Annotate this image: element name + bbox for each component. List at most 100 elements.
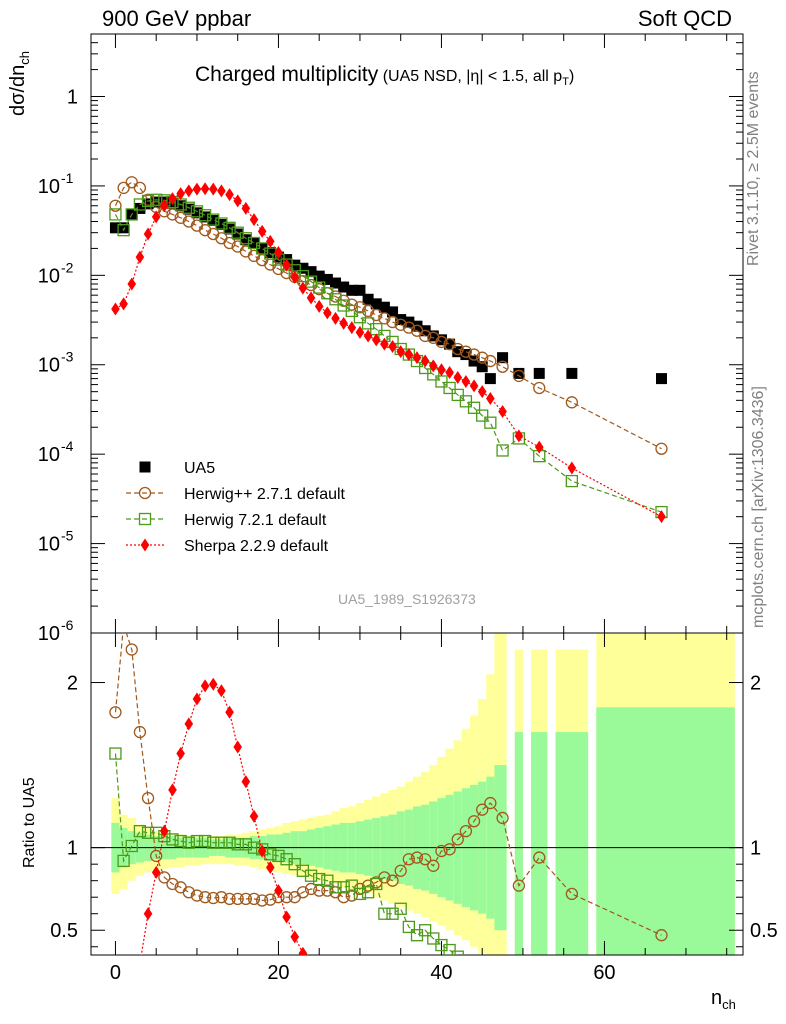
point-herwig-2-7-1-default (418, 329, 432, 343)
point-ua5 (232, 228, 244, 240)
point-sherpa-2-2-9-default (274, 246, 283, 260)
series-line-sherpa-2-2-9-default (115, 188, 662, 518)
point-ua5 (460, 349, 472, 361)
ratio-point-sherpa-2-2-9-default (241, 775, 251, 789)
y-tick-exponent: -6 (61, 617, 74, 633)
ratio-point-herwig-2-7-1-default (459, 825, 473, 838)
point-sherpa-2-2-9-default (217, 184, 226, 198)
ratio-point-herwig-2-7-1-default (215, 891, 228, 904)
point-sherpa-2-2-9-default (445, 365, 454, 379)
point-ua5 (378, 301, 390, 313)
legend-label-herwig-2-7-1-default: Herwig++ 2.7.1 default (184, 486, 346, 503)
ratio-point-herwig-2-7-1-default (533, 851, 546, 864)
point-sherpa-2-2-9-default (143, 227, 153, 241)
ratio-tick-label: 2 (67, 673, 78, 695)
chart-title: Charged multiplicity (UA5 NSD, |η| < 1.5… (195, 64, 574, 88)
point-herwig-7-2-1-default (125, 208, 138, 221)
point-sherpa-2-2-9-default (363, 329, 373, 343)
point-herwig-7-2-1-default (443, 381, 456, 395)
point-herwig-7-2-1-default (190, 205, 204, 218)
point-herwig-2-7-1-default (353, 301, 367, 314)
legend-marker-herwig-7-2-1-default (138, 512, 152, 526)
point-herwig-2-7-1-default (378, 312, 391, 325)
point-ua5 (264, 247, 276, 259)
ratio-point-sherpa-2-2-9-default (274, 884, 283, 898)
ratio-point-herwig-2-7-1-default (207, 891, 220, 905)
ratio-point-sherpa-2-2-9-default (208, 677, 218, 691)
point-ua5 (330, 277, 341, 289)
point-herwig-2-7-1-default (565, 396, 578, 409)
ratio-point-herwig-2-7-1-default (239, 892, 253, 906)
ratio-point-herwig-7-2-1-default (117, 854, 130, 868)
point-ua5 (387, 306, 399, 318)
ratio-point-herwig-2-7-1-default (467, 815, 481, 828)
ratio-point-herwig-7-2-1-default (239, 838, 253, 851)
point-herwig-7-2-1-default (150, 193, 163, 206)
y-tick-label: 10 (38, 176, 60, 198)
point-sherpa-2-2-9-default (355, 325, 365, 339)
point-ua5 (338, 281, 350, 293)
point-ua5 (109, 222, 121, 234)
ratio-point-herwig-2-7-1-default (337, 891, 350, 904)
ratio-point-herwig-7-2-1-default (321, 874, 334, 887)
point-herwig-7-2-1-default (496, 444, 509, 457)
ratio-point-herwig-2-7-1-default (125, 643, 138, 656)
point-sherpa-2-2-9-default (184, 184, 194, 198)
ratio-point-herwig-7-2-1-default (141, 826, 155, 839)
ratio-point-herwig-2-7-1-default (264, 893, 277, 906)
point-ua5 (224, 223, 236, 235)
ratio-point-herwig-2-7-1-default (418, 853, 432, 866)
point-ua5 (566, 367, 578, 379)
point-ua5 (313, 270, 325, 282)
point-ua5 (256, 242, 268, 254)
y-tick-label: 10 (38, 444, 60, 466)
point-herwig-7-2-1-default (565, 474, 578, 488)
ratio-point-herwig-2-7-1-default (304, 882, 318, 896)
ratio-point-herwig-7-2-1-default (313, 872, 326, 886)
point-herwig-7-2-1-default (484, 416, 497, 429)
point-herwig-2-7-1-default (467, 348, 481, 361)
point-ua5 (452, 346, 464, 358)
ratio-tick-label: 1 (750, 838, 761, 860)
ratio-point-herwig-7-2-1-default (198, 834, 212, 848)
point-ua5 (346, 284, 358, 296)
point-sherpa-2-2-9-default (404, 348, 414, 362)
point-sherpa-2-2-9-default (298, 281, 308, 295)
ratio-point-herwig-7-2-1-default (370, 877, 383, 891)
point-ua5 (468, 355, 480, 367)
point-herwig-2-7-1-default (223, 236, 236, 250)
series-line-herwig-2-7-1-default (114, 181, 662, 450)
y-tick-exponent: -2 (61, 259, 74, 275)
point-sherpa-2-2-9-default (498, 405, 507, 419)
point-herwig-2-7-1-default (533, 381, 546, 395)
ratio-point-herwig-7-2-1-default (451, 950, 464, 955)
ratio-point-herwig-7-2-1-default (329, 881, 342, 894)
point-ua5 (362, 293, 374, 305)
legend-label-herwig-7-2-1-default: Herwig 7.2.1 default (184, 512, 327, 529)
ratio-point-herwig-2-7-1-default (231, 892, 244, 906)
point-herwig-7-2-1-default (133, 198, 147, 211)
ratio-point-herwig-7-2-1-default (190, 834, 204, 848)
ratio-point-sherpa-2-2-9-default (225, 705, 234, 719)
point-herwig-7-2-1-default (239, 232, 253, 245)
point-herwig-7-2-1-default (182, 201, 195, 214)
legend-marker-sherpa-2-2-9-default (140, 538, 150, 552)
ratio-point-herwig-2-7-1-default (198, 891, 212, 904)
ratio-point-sherpa-2-2-9-default (184, 717, 194, 731)
point-herwig-7-2-1-default (353, 311, 367, 324)
ratio-point-herwig-7-2-1-default (133, 825, 147, 838)
y-tick-exponent: -1 (61, 170, 74, 186)
point-sherpa-2-2-9-default (119, 297, 128, 311)
point-sherpa-2-2-9-default (249, 213, 259, 227)
point-sherpa-2-2-9-default (420, 354, 430, 368)
point-ua5 (297, 262, 309, 274)
ratio-line-herwig-7-2-1-default (114, 753, 457, 955)
ratio-point-herwig-7-2-1-default (427, 932, 440, 945)
header-category-label: Soft QCD (637, 6, 732, 31)
ratio-point-herwig-2-7-1-default (109, 706, 122, 719)
point-herwig-7-2-1-default (215, 217, 228, 230)
rivet-version-label: Rivet 3.1.10, ≥ 2.5M events (745, 71, 762, 266)
ratio-point-herwig-7-2-1-default (378, 907, 391, 920)
point-ua5 (191, 207, 203, 219)
